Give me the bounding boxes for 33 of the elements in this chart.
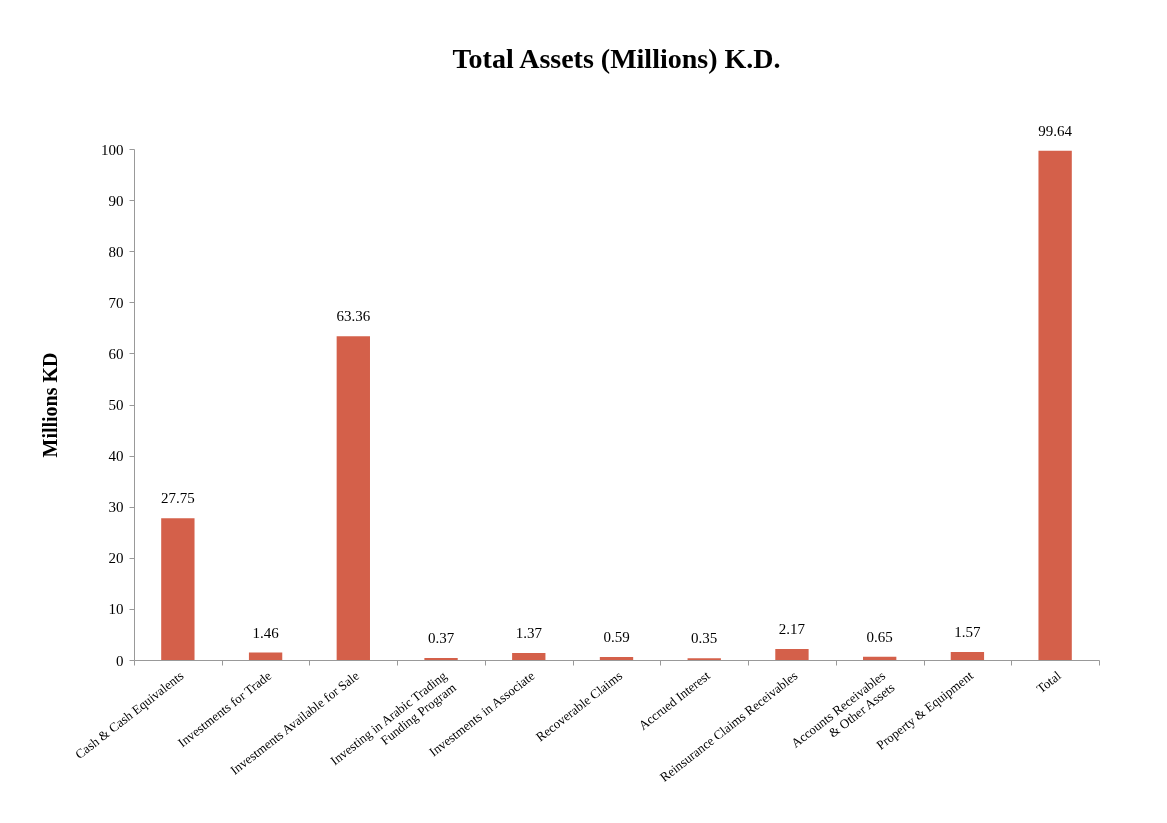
y-tick-label: 30 [108, 499, 124, 516]
y-tick-label: 20 [108, 550, 124, 567]
y-tick-label: 50 [108, 397, 124, 413]
y-tick-label: 90 [108, 192, 124, 209]
data-label: 2.17 [778, 620, 806, 637]
data-label: 63.36 [336, 308, 371, 325]
data-label: 0.35 [691, 630, 718, 647]
y-tick-label: 80 [108, 243, 124, 260]
bar [950, 651, 985, 660]
data-label: 1.37 [515, 625, 543, 641]
data-label: 1.57 [954, 623, 982, 640]
y-tick-label: 60 [108, 345, 124, 362]
bar [775, 648, 809, 660]
data-label: 1.46 [252, 624, 280, 641]
y-axis-title: Millions KD [39, 352, 61, 458]
bar [512, 653, 546, 660]
bar [161, 518, 195, 660]
y-tick-label: 40 [108, 448, 124, 465]
x-tick-label: Total [1033, 667, 1064, 697]
y-tick-label: 10 [108, 601, 124, 618]
y-tick-label: 70 [108, 294, 124, 311]
y-tick-label: 100 [101, 141, 124, 158]
bar [248, 652, 283, 660]
data-label: 27.75 [160, 490, 195, 507]
bar [336, 336, 370, 660]
data-label: 0.37 [427, 630, 455, 647]
y-tick-label: 0 [116, 652, 124, 669]
bar [599, 656, 634, 660]
data-label: 99.64 [1038, 122, 1073, 139]
chart-title: Total Assets (Millions) K.D. [452, 42, 781, 74]
data-label: 0.65 [866, 628, 893, 645]
bar [1038, 150, 1072, 660]
data-label: 0.59 [603, 628, 630, 645]
